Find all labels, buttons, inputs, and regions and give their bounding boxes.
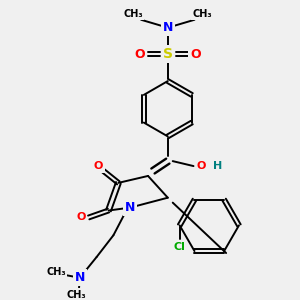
Text: S: S [163, 47, 173, 61]
Text: N: N [163, 21, 173, 34]
Text: N: N [125, 201, 135, 214]
Text: O: O [76, 212, 86, 223]
Text: N: N [75, 271, 85, 284]
Text: O: O [197, 161, 206, 171]
Text: CH₃: CH₃ [193, 9, 212, 19]
Text: Cl: Cl [174, 242, 186, 252]
Text: CH₃: CH₃ [66, 290, 86, 300]
Text: O: O [190, 48, 201, 61]
Text: O: O [94, 161, 103, 171]
Text: H: H [213, 161, 222, 171]
Text: CH₃: CH₃ [46, 267, 66, 277]
Text: O: O [135, 48, 146, 61]
Text: CH₃: CH₃ [123, 9, 143, 19]
